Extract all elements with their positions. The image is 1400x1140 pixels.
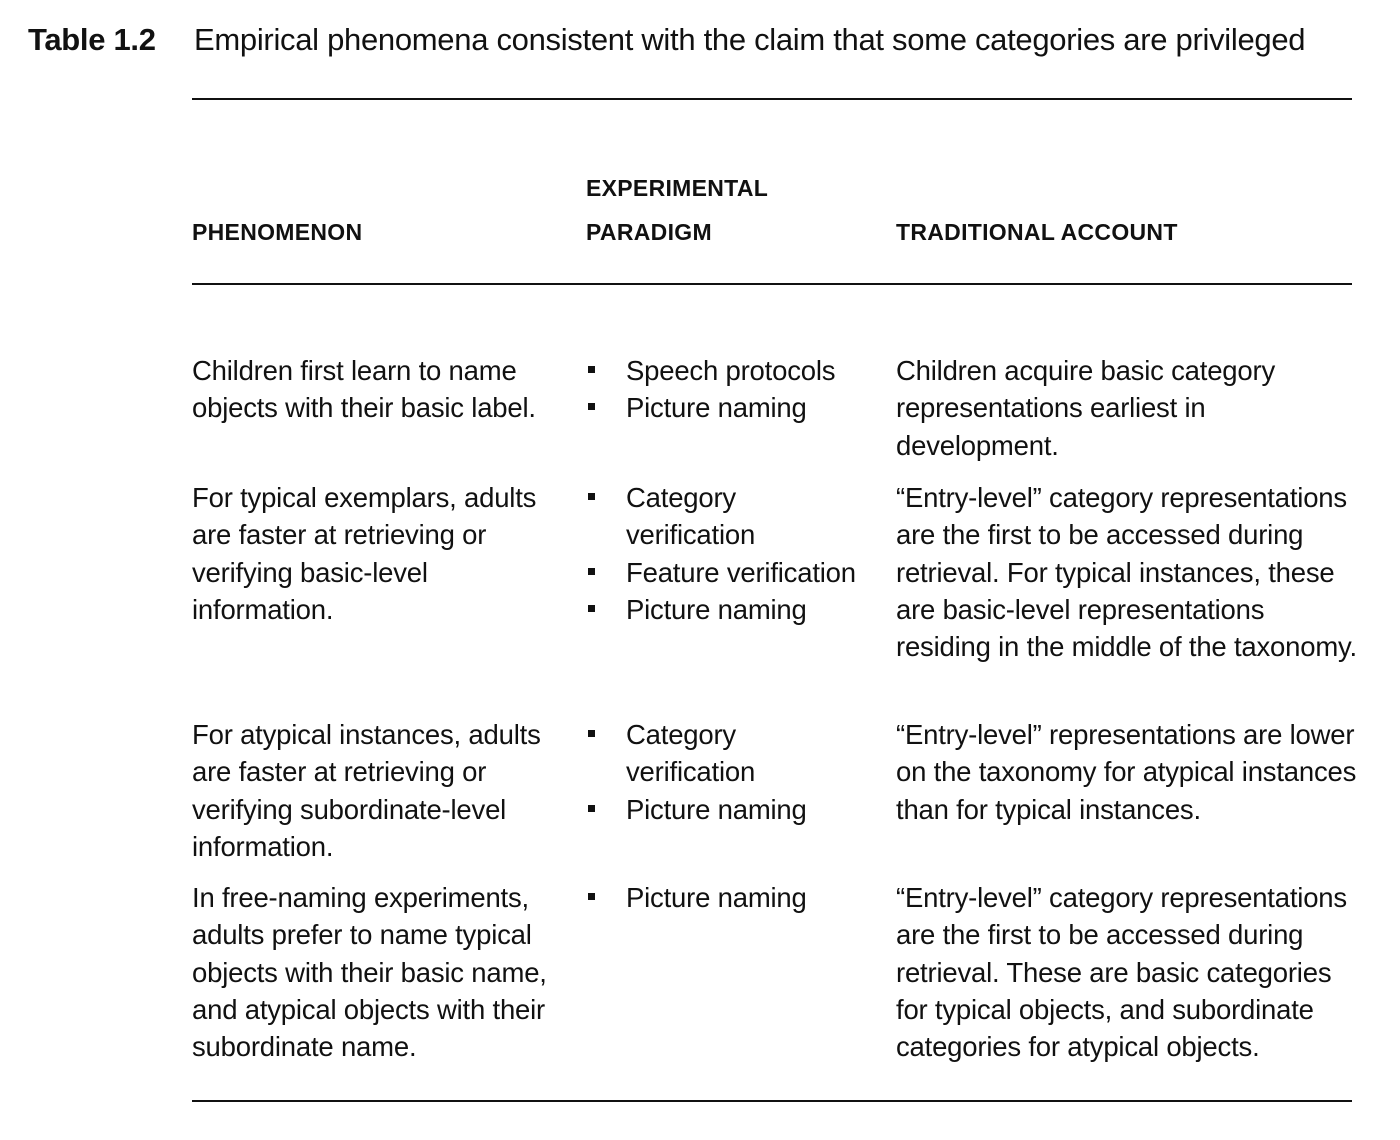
row-2-phenomenon: For typical exemplars, adults are faster… — [192, 482, 537, 625]
paradigm-text: Category verification — [626, 482, 756, 551]
paradigm-item: Picture naming — [586, 791, 876, 828]
row-1-account: Children acquire basic category represen… — [896, 355, 1276, 461]
table-title: Empirical phenomena consistent with the … — [194, 22, 1306, 57]
table-label: Table 1.2 — [28, 22, 156, 57]
row-3-phenomenon: For atypical instances, adults are faste… — [192, 719, 541, 862]
header-rule — [192, 283, 1352, 285]
top-rule — [192, 98, 1352, 100]
paradigm-text: Category verification — [626, 719, 756, 788]
row-2-paradigms: Category verification Feature verificati… — [586, 479, 876, 628]
paradigm-item: Feature verification — [586, 554, 876, 591]
paradigm-item: Picture naming — [586, 879, 876, 916]
row-4-phenomenon: In free-naming experiments, adults prefe… — [192, 882, 547, 1063]
paradigm-item: Picture naming — [586, 591, 876, 628]
row-4-account: “Entry-level” category representations a… — [896, 882, 1347, 1063]
paradigm-item: Category verification — [586, 716, 876, 791]
table-caption: Table 1.2 Empirical phenomena consistent … — [28, 22, 1306, 58]
row-3-paradigms: Category verification Picture naming — [586, 716, 876, 828]
row-1-paradigms: Speech protocols Picture naming — [586, 352, 876, 427]
header-paradigm: EXPERIMENTAL PARADIGM — [586, 166, 768, 254]
paradigm-item: Category verification — [586, 479, 876, 554]
header-paradigm-line2: PARADIGM — [586, 219, 712, 245]
row-4-paradigms: Picture naming — [586, 879, 876, 916]
header-paradigm-line1: EXPERIMENTAL — [586, 175, 769, 201]
header-phenomenon: PHENOMENON — [192, 219, 363, 245]
paradigm-item: Picture naming — [586, 389, 876, 426]
paradigm-item: Speech protocols — [586, 352, 876, 389]
row-3-account: “Entry-level” representations are lower … — [896, 719, 1357, 825]
row-1-phenomenon: Children first learn to name objects wit… — [192, 355, 536, 424]
row-2-account: “Entry-level” category representations a… — [896, 482, 1357, 663]
header-account: TRADITIONAL ACCOUNT — [896, 219, 1178, 245]
bottom-rule — [192, 1100, 1352, 1102]
